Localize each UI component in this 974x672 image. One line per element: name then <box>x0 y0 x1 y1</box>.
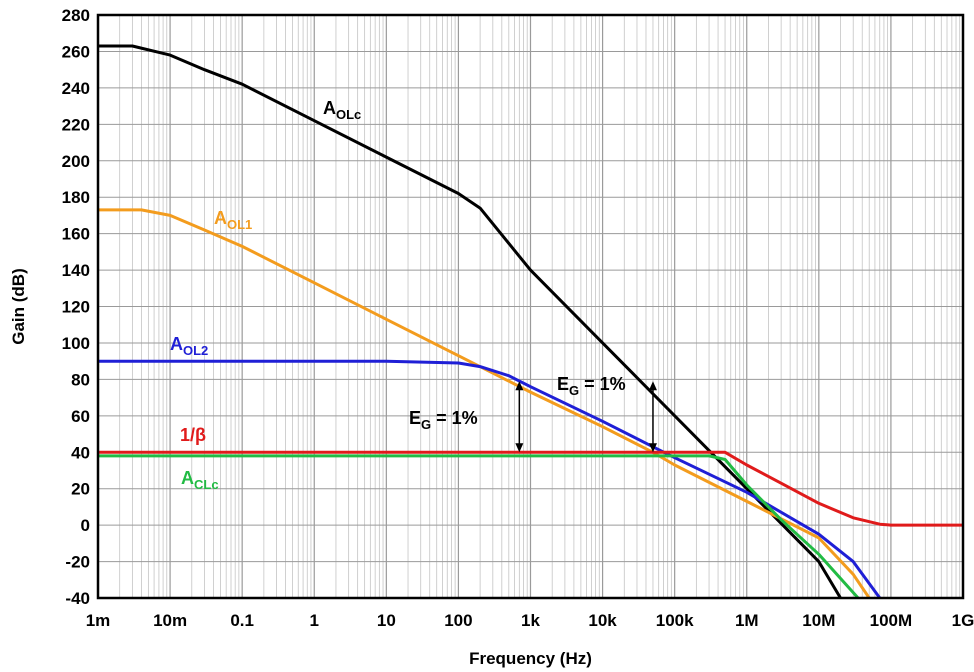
x-tick-label: 1G <box>952 611 974 630</box>
annotation-rest: = 1% <box>579 374 626 394</box>
annotation-sub: G <box>569 383 579 398</box>
label-sub: OL1 <box>227 217 252 232</box>
label-aolc: AOLc <box>323 98 361 122</box>
curve-inverse-beta <box>98 450 963 527</box>
error-arrow-head-up <box>515 381 524 391</box>
y-tick-label: 120 <box>62 298 90 317</box>
annotation-sub: G <box>421 417 431 432</box>
label-main: 1/β <box>180 425 206 445</box>
label-sub: OL2 <box>183 343 208 358</box>
y-axis-label: Gain (dB) <box>9 268 28 345</box>
y-tick-label: 80 <box>71 370 90 389</box>
x-tick-labels: 1m 10m 0.1 1 10 100 1k 10k 100k 1M 10M 100M 1G <box>86 611 974 630</box>
error-arrow-head-down <box>648 443 657 453</box>
x-tick-label: 0.1 <box>230 611 254 630</box>
grid-lines <box>97 14 963 599</box>
y-tick-label: 240 <box>62 79 90 98</box>
x-tick-label: 100 <box>444 611 472 630</box>
x-tick-label: 10 <box>377 611 396 630</box>
error-arrow-head-up <box>648 381 657 391</box>
y-tick-label: 40 <box>71 443 90 462</box>
label-sub: CLc <box>194 477 219 492</box>
label-main: A <box>323 98 336 118</box>
y-tick-label: 0 <box>81 516 90 535</box>
y-tick-label: 180 <box>62 188 90 207</box>
plot-frame <box>96 13 965 600</box>
error-arrows <box>515 381 657 453</box>
y-tick-label: -40 <box>65 589 90 608</box>
x-tick-label: 1k <box>521 611 540 630</box>
label-aol2: AOL2 <box>170 334 208 358</box>
x-tick-label: 10k <box>588 611 617 630</box>
y-tick-label: 280 <box>62 6 90 25</box>
label-inverse-beta: 1/β <box>180 425 206 445</box>
y-tick-label: 200 <box>62 152 90 171</box>
label-sub: OLc <box>336 107 361 122</box>
label-aclc: ACLc <box>181 468 219 492</box>
curve-aolc <box>98 44 842 598</box>
x-tick-label: 1M <box>735 611 759 630</box>
y-tick-label: 100 <box>62 334 90 353</box>
annotation-main: E <box>409 408 421 428</box>
y-tick-labels: 280260240220200180160140120100806040200-… <box>62 6 90 608</box>
curve-aclc <box>98 454 860 598</box>
label-main: A <box>181 468 194 488</box>
x-tick-label: 10M <box>802 611 835 630</box>
x-tick-label: 100k <box>656 611 694 630</box>
curves <box>98 44 963 598</box>
label-aol1: AOL1 <box>214 208 252 232</box>
y-tick-label: -20 <box>65 553 90 572</box>
y-tick-label: 220 <box>62 115 90 134</box>
x-tick-label: 10m <box>153 611 187 630</box>
curve-aol2 <box>98 359 882 598</box>
x-tick-label: 1 <box>310 611 319 630</box>
y-tick-label: 140 <box>62 261 90 280</box>
error-gain-annotation: EG = 1% <box>557 374 626 398</box>
annotation-main: E <box>557 374 569 394</box>
y-tick-label: 260 <box>62 42 90 61</box>
annotation-rest: = 1% <box>431 408 478 428</box>
x-axis-label: Frequency (Hz) <box>469 649 592 668</box>
y-tick-label: 20 <box>71 480 90 499</box>
error-gain-annotation: EG = 1% <box>409 408 478 432</box>
label-main: A <box>214 208 227 228</box>
y-tick-label: 160 <box>62 225 90 244</box>
y-tick-label: 60 <box>71 407 90 426</box>
x-tick-label: 100M <box>870 611 913 630</box>
label-main: A <box>170 334 183 354</box>
error-arrow-head-down <box>515 443 524 453</box>
x-tick-label: 1m <box>86 611 111 630</box>
